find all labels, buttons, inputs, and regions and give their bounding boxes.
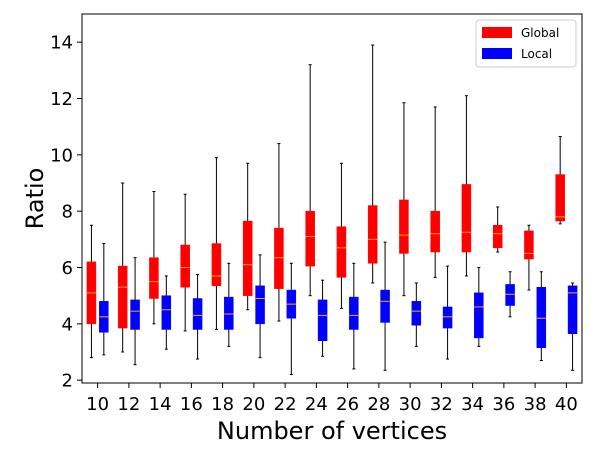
box-body xyxy=(224,296,234,330)
y-axis-label: Ratio xyxy=(21,168,49,230)
y-tick-label: 14 xyxy=(50,33,73,54)
box-body xyxy=(524,230,534,260)
box-global-34 xyxy=(461,95,472,277)
box-body xyxy=(505,284,515,306)
box-local-38 xyxy=(536,271,547,361)
box-local-24 xyxy=(317,279,328,357)
box-body xyxy=(567,285,578,334)
box-local-12 xyxy=(130,257,140,366)
box-body xyxy=(242,220,253,296)
box-local-18 xyxy=(224,262,234,347)
box-marks xyxy=(86,44,578,376)
box-global-32 xyxy=(430,106,440,278)
box-local-30 xyxy=(411,282,422,347)
box-global-28 xyxy=(367,44,378,284)
box-body xyxy=(399,199,409,254)
box-body xyxy=(180,244,190,288)
box-local-40 xyxy=(567,282,578,371)
x-tick-label: 20 xyxy=(242,394,265,415)
plot-frame xyxy=(81,13,583,384)
box-body xyxy=(317,299,328,341)
x-tick-label: 32 xyxy=(430,394,453,415)
box-global-26 xyxy=(336,162,347,309)
x-tick-label: 14 xyxy=(149,394,172,415)
y-tick-label: 4 xyxy=(62,314,73,335)
box-local-28 xyxy=(380,241,390,371)
box-body xyxy=(130,299,140,330)
y-tick-label: 8 xyxy=(62,202,73,223)
box-global-20 xyxy=(242,162,253,311)
box-global-14 xyxy=(149,190,159,325)
x-tick-label: 38 xyxy=(524,394,547,415)
box-body xyxy=(161,295,172,330)
box-body xyxy=(430,210,440,253)
box-body xyxy=(149,257,159,299)
box-body xyxy=(461,184,472,253)
box-body xyxy=(117,265,128,329)
box-body xyxy=(555,174,565,222)
x-tick-label: 36 xyxy=(492,394,515,415)
box-local-16 xyxy=(192,274,203,360)
box-global-18 xyxy=(211,157,222,330)
box-body xyxy=(192,298,203,330)
box-global-10 xyxy=(86,224,97,359)
box-global-16 xyxy=(180,193,190,332)
box-global-30 xyxy=(399,102,409,297)
box-global-12 xyxy=(117,182,128,353)
x-tick-label: 28 xyxy=(367,394,390,415)
legend-label-local: Local xyxy=(521,47,552,61)
x-tick-label: 22 xyxy=(274,394,297,415)
box-local-22 xyxy=(286,262,297,376)
legend-label-global: Global xyxy=(521,26,559,40)
x-axis: 10 12 14 16 18 20 22 24 26 28 30 32 34 36 38 40 xyxy=(86,383,578,415)
box-body xyxy=(442,306,453,329)
box-body xyxy=(274,227,284,289)
box-body xyxy=(305,210,315,267)
box-body xyxy=(336,226,347,278)
y-tick-label: 12 xyxy=(50,89,73,110)
x-tick-label: 26 xyxy=(336,394,359,415)
box-body xyxy=(492,225,503,249)
box-body xyxy=(536,286,547,349)
legend: Global Local xyxy=(475,19,577,68)
box-global-36 xyxy=(492,206,503,253)
box-local-10 xyxy=(99,243,109,356)
box-body xyxy=(474,292,484,339)
box-local-26 xyxy=(349,262,359,370)
box-global-40 xyxy=(555,136,565,225)
y-tick-label: 2 xyxy=(62,371,73,392)
x-tick-label: 24 xyxy=(305,394,328,415)
box-body xyxy=(255,285,265,325)
box-local-34 xyxy=(474,267,484,347)
box-body xyxy=(380,289,390,323)
box-body xyxy=(411,301,422,326)
x-tick-label: 16 xyxy=(180,394,203,415)
box-body xyxy=(367,205,378,264)
x-tick-label: 30 xyxy=(399,394,422,415)
x-tick-label: 40 xyxy=(555,394,578,415)
y-tick-label: 6 xyxy=(62,258,73,279)
legend-swatch-global xyxy=(482,27,512,38)
box-global-24 xyxy=(305,64,315,297)
box-local-32 xyxy=(442,265,453,360)
y-tick-label: 10 xyxy=(50,145,73,166)
x-axis-label: Number of vertices xyxy=(217,417,447,445)
box-global-38 xyxy=(524,224,534,291)
x-tick-label: 10 xyxy=(86,394,109,415)
box-body xyxy=(211,243,222,287)
legend-swatch-local xyxy=(482,48,512,59)
box-global-22 xyxy=(274,143,284,322)
box-local-20 xyxy=(255,254,265,359)
box-local-14 xyxy=(161,275,172,350)
x-tick-label: 12 xyxy=(117,394,140,415)
y-axis: 2 4 6 8 10 12 14 xyxy=(50,33,82,392)
box-body xyxy=(349,296,359,330)
x-tick-label: 18 xyxy=(211,394,234,415)
x-tick-label: 34 xyxy=(461,394,484,415)
box-local-36 xyxy=(505,271,515,318)
